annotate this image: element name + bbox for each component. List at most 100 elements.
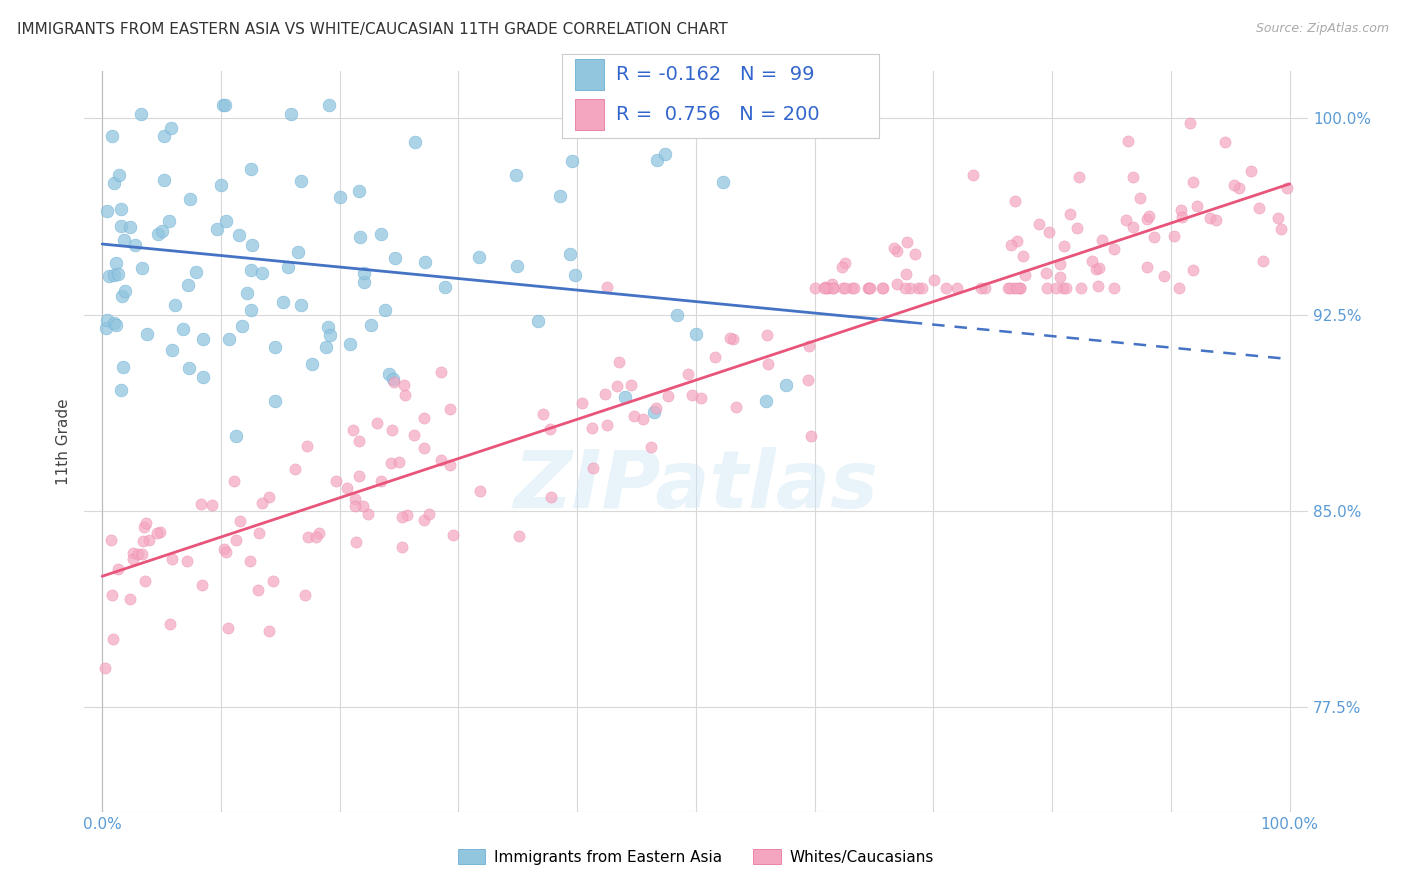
Point [124,238,146,252]
Point [316,319,339,334]
Point [149,525,172,540]
Point [114,284,136,298]
Point [247,526,270,541]
Text: IMMIGRANTS FROM EASTERN ASIA VS WHITE/CAUCASIAN 11TH GRADE CORRELATION CHART: IMMIGRANTS FROM EASTERN ASIA VS WHITE/CA… [17,22,728,37]
Point [883,242,905,256]
Point [1143,230,1166,244]
Point [391,540,413,554]
Point [657,388,679,402]
Point [146,227,169,242]
Text: R =  0.756   N = 200: R = 0.756 N = 200 [616,104,820,124]
Point [441,528,464,542]
Point [814,280,837,294]
Point [1059,207,1081,221]
Point [349,229,371,244]
Point [564,268,586,282]
Point [347,184,370,198]
Point [468,483,491,498]
Point [131,547,153,561]
Point [711,175,734,189]
Point [250,266,273,280]
Point [190,498,212,512]
Point [413,410,436,425]
Point [240,238,263,252]
Point [685,326,707,341]
Point [1091,233,1114,247]
Point [319,327,342,342]
Point [370,227,392,241]
Point [856,281,879,295]
Point [172,322,194,336]
Point [538,422,561,436]
Point [834,281,856,295]
Point [1005,234,1028,248]
Point [290,298,312,312]
Point [430,365,453,379]
Point [135,516,157,530]
Point [924,273,946,287]
Point [1067,169,1090,184]
Point [813,281,835,295]
Point [209,178,232,193]
Point [1181,263,1204,277]
Point [997,281,1019,295]
Point [228,227,250,242]
Point [98,269,121,284]
Point [1102,281,1125,295]
Point [160,343,183,358]
Point [1049,269,1071,284]
Point [775,378,797,392]
Point [439,458,461,472]
Point [96,313,118,327]
Point [145,526,167,541]
Point [595,280,617,294]
Point [1137,210,1160,224]
Point [94,661,117,675]
Point [162,551,184,566]
Point [370,474,392,488]
Point [122,552,145,566]
Point [614,390,637,404]
Point [1066,220,1088,235]
Point [212,542,235,557]
Point [388,455,411,469]
Point [1052,281,1074,295]
Point [134,519,156,533]
Point [176,554,198,568]
Point [384,251,406,265]
Point [1247,201,1270,215]
Point [103,268,125,282]
Point [647,153,669,167]
Point [246,582,269,597]
Point [136,327,159,342]
Point [508,529,530,543]
Point [831,260,853,275]
Point [412,441,434,455]
Point [1122,169,1144,184]
Point [231,318,253,333]
Point [1180,115,1202,129]
Point [894,267,917,281]
Text: Source: ZipAtlas.com: Source: ZipAtlas.com [1256,22,1389,36]
Point [111,360,134,375]
Point [505,168,527,182]
Point [814,281,837,295]
Point [343,491,366,506]
Point [290,174,312,188]
Point [1239,164,1261,178]
Text: R = -0.162   N =  99: R = -0.162 N = 99 [616,65,814,84]
Point [665,308,688,322]
Point [318,98,340,112]
Point [111,289,134,303]
Point [561,153,583,168]
Point [374,302,396,317]
Point [1136,260,1159,274]
Point [352,499,374,513]
Point [287,245,309,260]
Point [297,530,319,544]
Point [1213,136,1236,150]
Point [118,592,141,607]
Point [1049,257,1071,271]
Point [295,439,318,453]
Point [1002,281,1025,295]
